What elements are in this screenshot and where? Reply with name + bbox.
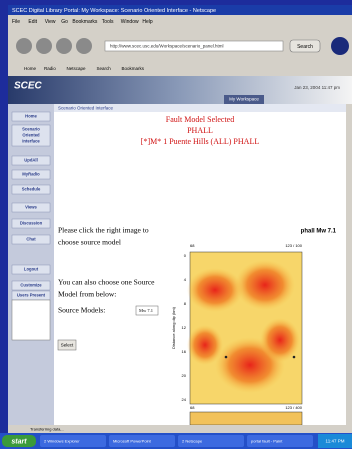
plot-title: phall Mw 7.1 bbox=[301, 229, 337, 235]
bookmark[interactable]: Radio bbox=[44, 66, 56, 71]
source-label: Source Models: bbox=[58, 306, 105, 315]
menu-item[interactable]: Go bbox=[61, 19, 68, 25]
bookmark[interactable]: Bookmarks bbox=[122, 66, 145, 71]
screen: SCEC Digital Library Portal: My Workspac… bbox=[0, 0, 352, 449]
select-button-label: Select bbox=[61, 343, 74, 348]
content-header-text: Scenario Oriented Interface bbox=[58, 106, 114, 111]
source-select-value: Mw 7.1 bbox=[139, 308, 153, 313]
users-list[interactable] bbox=[12, 300, 50, 340]
menu-item[interactable]: Window bbox=[121, 19, 139, 25]
sidebar-label: UpdAll bbox=[24, 158, 38, 163]
sidebar-label: Users Present bbox=[17, 293, 46, 298]
netscape-logo bbox=[331, 37, 349, 55]
y-tick-label: 24 bbox=[182, 397, 187, 402]
bookmark[interactable]: Home bbox=[24, 66, 37, 71]
sidebar-label: Logout bbox=[24, 267, 39, 272]
sidebar-label: Views bbox=[25, 205, 37, 210]
forward-button[interactable] bbox=[36, 38, 52, 54]
sidebar-label: Chat bbox=[26, 237, 36, 242]
fault-line: PHALL bbox=[187, 126, 213, 135]
menu-item[interactable]: File bbox=[12, 19, 20, 25]
plot-y-label: Distance along dip (km) bbox=[171, 306, 176, 349]
bookmark[interactable]: Netscape bbox=[67, 66, 87, 71]
sidebar-label: MyRadio bbox=[22, 172, 40, 177]
sidebar bbox=[8, 104, 54, 425]
y-tick-label: 16 bbox=[182, 349, 187, 354]
task-label: portal fault - Paint bbox=[251, 439, 283, 444]
search-label: Search bbox=[297, 44, 313, 50]
heatmap[interactable] bbox=[187, 252, 302, 404]
status-text: Transferring data... bbox=[30, 427, 64, 432]
task-label: 2 Windows Explorer bbox=[44, 439, 80, 444]
sidebar-label: Oriented bbox=[22, 133, 40, 138]
menu-item[interactable]: Tools bbox=[102, 19, 114, 25]
instruction: Please click the right image to bbox=[58, 226, 149, 235]
menu-item[interactable]: Help bbox=[142, 19, 153, 25]
reload-button[interactable] bbox=[56, 38, 72, 54]
sidebar-label: Schedule bbox=[22, 187, 41, 192]
menu-item[interactable]: View bbox=[45, 19, 56, 25]
y-tick-label: 12 bbox=[182, 325, 187, 330]
window-title: SCEC Digital Library Portal: My Workspac… bbox=[12, 8, 216, 14]
fault-line: Fault Model Selected bbox=[166, 115, 234, 124]
sidebar-label: Customize bbox=[20, 283, 42, 288]
y-tick-label: 20 bbox=[182, 373, 187, 378]
sidebar-label: Home bbox=[25, 114, 37, 119]
plot-top-left: 68 bbox=[190, 243, 195, 248]
alternative: You can also choose one Source bbox=[58, 278, 155, 287]
sidebar-label: Interface bbox=[22, 139, 40, 144]
bookmark[interactable]: Search bbox=[97, 66, 112, 71]
back-button[interactable] bbox=[16, 38, 32, 54]
page: SCEC Digital Library Portal: My Workspac… bbox=[0, 0, 352, 449]
address-text: http://www.scec.usc.edu/Workspace/scenar… bbox=[110, 44, 223, 49]
sidebar-label: Scenario bbox=[22, 127, 40, 132]
plot-bottom-right: 123 / 400 bbox=[285, 405, 302, 410]
banner-logo: SCEC bbox=[14, 81, 43, 92]
clock: 11:47 PM bbox=[326, 439, 345, 444]
start-label: start bbox=[11, 438, 27, 445]
fault-line: [*]M* 1 Puente Hills (ALL) PHALL bbox=[141, 137, 260, 146]
menu-item[interactable]: Bookmarks bbox=[72, 19, 98, 25]
scrollbar[interactable] bbox=[346, 104, 352, 425]
instruction: choose source model bbox=[58, 238, 121, 247]
task-label: 2 Netscape bbox=[182, 439, 203, 444]
workspace-tab-label: My Workspace bbox=[229, 97, 259, 102]
menu-item[interactable]: Edit bbox=[28, 19, 37, 25]
stop-button[interactable] bbox=[76, 38, 92, 54]
alternative: Model from below: bbox=[58, 290, 116, 299]
plot-bottom-left: 68 bbox=[190, 405, 195, 410]
banner-date: Jan 23, 2004 11:47 pm bbox=[294, 85, 340, 90]
plot-top-right: 123 / 100 bbox=[285, 243, 302, 248]
second-heatmap[interactable] bbox=[190, 412, 302, 425]
task-label: Microsoft PowerPoint bbox=[113, 439, 152, 444]
sidebar-label: Discussion bbox=[20, 221, 43, 226]
